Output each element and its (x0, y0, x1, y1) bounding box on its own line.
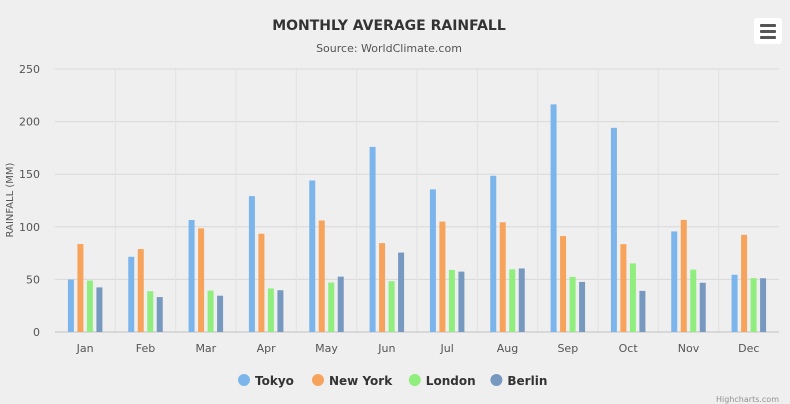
bar-tokyo[interactable] (550, 104, 557, 332)
bar-london[interactable] (86, 280, 93, 332)
legend-symbol (408, 374, 421, 386)
menu-line (760, 29, 776, 33)
bar-tokyo[interactable] (429, 189, 436, 332)
x-tick-label: Nov (678, 342, 700, 355)
y-tick-label: 0 (33, 326, 40, 339)
legend-item-london[interactable]: London (408, 374, 476, 388)
legend-symbol (312, 374, 324, 386)
x-tick-label: Jan (76, 342, 94, 355)
y-axis: 0 50 100 150 200 250 (19, 63, 40, 339)
grid-layer (55, 68, 779, 333)
menu-line (760, 35, 776, 39)
legend-label: Berlin (507, 374, 547, 388)
bar-tokyo[interactable] (490, 175, 497, 332)
bar-berlin[interactable] (458, 271, 465, 332)
bar-new-york[interactable] (318, 220, 325, 332)
menu-line (760, 23, 776, 27)
y-tick-label: 200 (19, 116, 40, 129)
x-axis: Jan Feb Mar Apr May Jun Jul Aug Sep Oct Nov Dec (76, 342, 760, 355)
x-tick-label: Feb (136, 342, 155, 355)
bar-berlin[interactable] (398, 252, 405, 332)
bar-berlin[interactable] (760, 278, 767, 332)
credits-label[interactable]: Highcharts.com (716, 395, 779, 404)
bar-new-york[interactable] (680, 219, 687, 332)
x-tick-label: Oct (619, 342, 639, 355)
bar-london[interactable] (147, 291, 154, 332)
y-tick-label: 150 (19, 168, 40, 181)
bar-london[interactable] (569, 276, 576, 332)
bar-new-york[interactable] (198, 228, 205, 332)
bar-new-york[interactable] (379, 243, 386, 332)
bar-berlin[interactable] (699, 282, 706, 332)
legend-symbol (238, 374, 250, 386)
bar-new-york[interactable] (137, 249, 144, 332)
bar-berlin[interactable] (579, 281, 586, 332)
bar-new-york[interactable] (77, 244, 84, 332)
bar-berlin[interactable] (156, 297, 163, 332)
x-tick-label: Sep (557, 342, 578, 355)
x-tick-label: Aug (497, 342, 518, 355)
y-axis-title: RAINFALL (MM) (5, 162, 16, 237)
bar-tokyo[interactable] (188, 220, 195, 332)
bar-london[interactable] (509, 269, 516, 332)
bar-berlin[interactable] (277, 290, 284, 332)
x-tick-label: Apr (257, 342, 277, 355)
bar-tokyo[interactable] (671, 231, 678, 332)
bar-london[interactable] (328, 282, 335, 332)
bar-berlin[interactable] (217, 295, 224, 332)
bar-london[interactable] (690, 269, 697, 332)
y-tick-label: 250 (19, 63, 40, 76)
bar-new-york[interactable] (560, 236, 567, 332)
bar-london[interactable] (267, 288, 274, 332)
x-tick-label: Dec (738, 342, 759, 355)
bars-layer (67, 104, 767, 333)
bar-tokyo[interactable] (128, 256, 135, 332)
bar-berlin[interactable] (518, 268, 525, 332)
bar-new-york[interactable] (258, 233, 265, 332)
x-tick-label: Mar (195, 342, 216, 355)
bar-tokyo[interactable] (369, 146, 376, 332)
bar-london[interactable] (448, 269, 455, 332)
x-tick-label: May (315, 342, 338, 355)
chart-title: MONTHLY AVERAGE RAINFALL (272, 18, 506, 34)
legend-label: Tokyo (255, 374, 294, 388)
x-tick-label: Jul (440, 342, 454, 355)
bar-london[interactable] (629, 263, 636, 332)
x-tick-label: Jun (377, 342, 395, 355)
bar-new-york[interactable] (499, 222, 506, 332)
bar-tokyo[interactable] (248, 196, 255, 332)
legend-label: London (426, 374, 476, 388)
bar-new-york[interactable] (741, 234, 748, 332)
y-tick-label: 100 (19, 221, 40, 234)
bar-london[interactable] (388, 281, 395, 332)
bar-london[interactable] (207, 290, 214, 332)
bar-london[interactable] (750, 278, 757, 332)
bar-tokyo[interactable] (67, 279, 74, 332)
hamburger-menu-icon[interactable] (754, 18, 782, 44)
bar-tokyo[interactable] (309, 180, 316, 332)
legend-label: New York (329, 374, 393, 388)
bar-berlin[interactable] (96, 287, 103, 332)
legend-item-berlin[interactable]: Berlin (490, 374, 547, 388)
bar-berlin[interactable] (639, 290, 646, 332)
legend: Tokyo New York London Berlin (238, 374, 547, 388)
bar-berlin[interactable] (337, 276, 344, 332)
bar-tokyo[interactable] (731, 274, 738, 332)
bar-tokyo[interactable] (610, 127, 617, 333)
y-tick-label: 50 (26, 273, 40, 286)
legend-item-new-york[interactable]: New York (312, 374, 393, 388)
bar-new-york[interactable] (620, 244, 627, 332)
chart-subtitle: Source: WorldClimate.com (316, 42, 462, 55)
legend-symbol (490, 374, 503, 386)
bar-new-york[interactable] (439, 221, 446, 332)
legend-item-tokyo[interactable]: Tokyo (238, 374, 294, 388)
